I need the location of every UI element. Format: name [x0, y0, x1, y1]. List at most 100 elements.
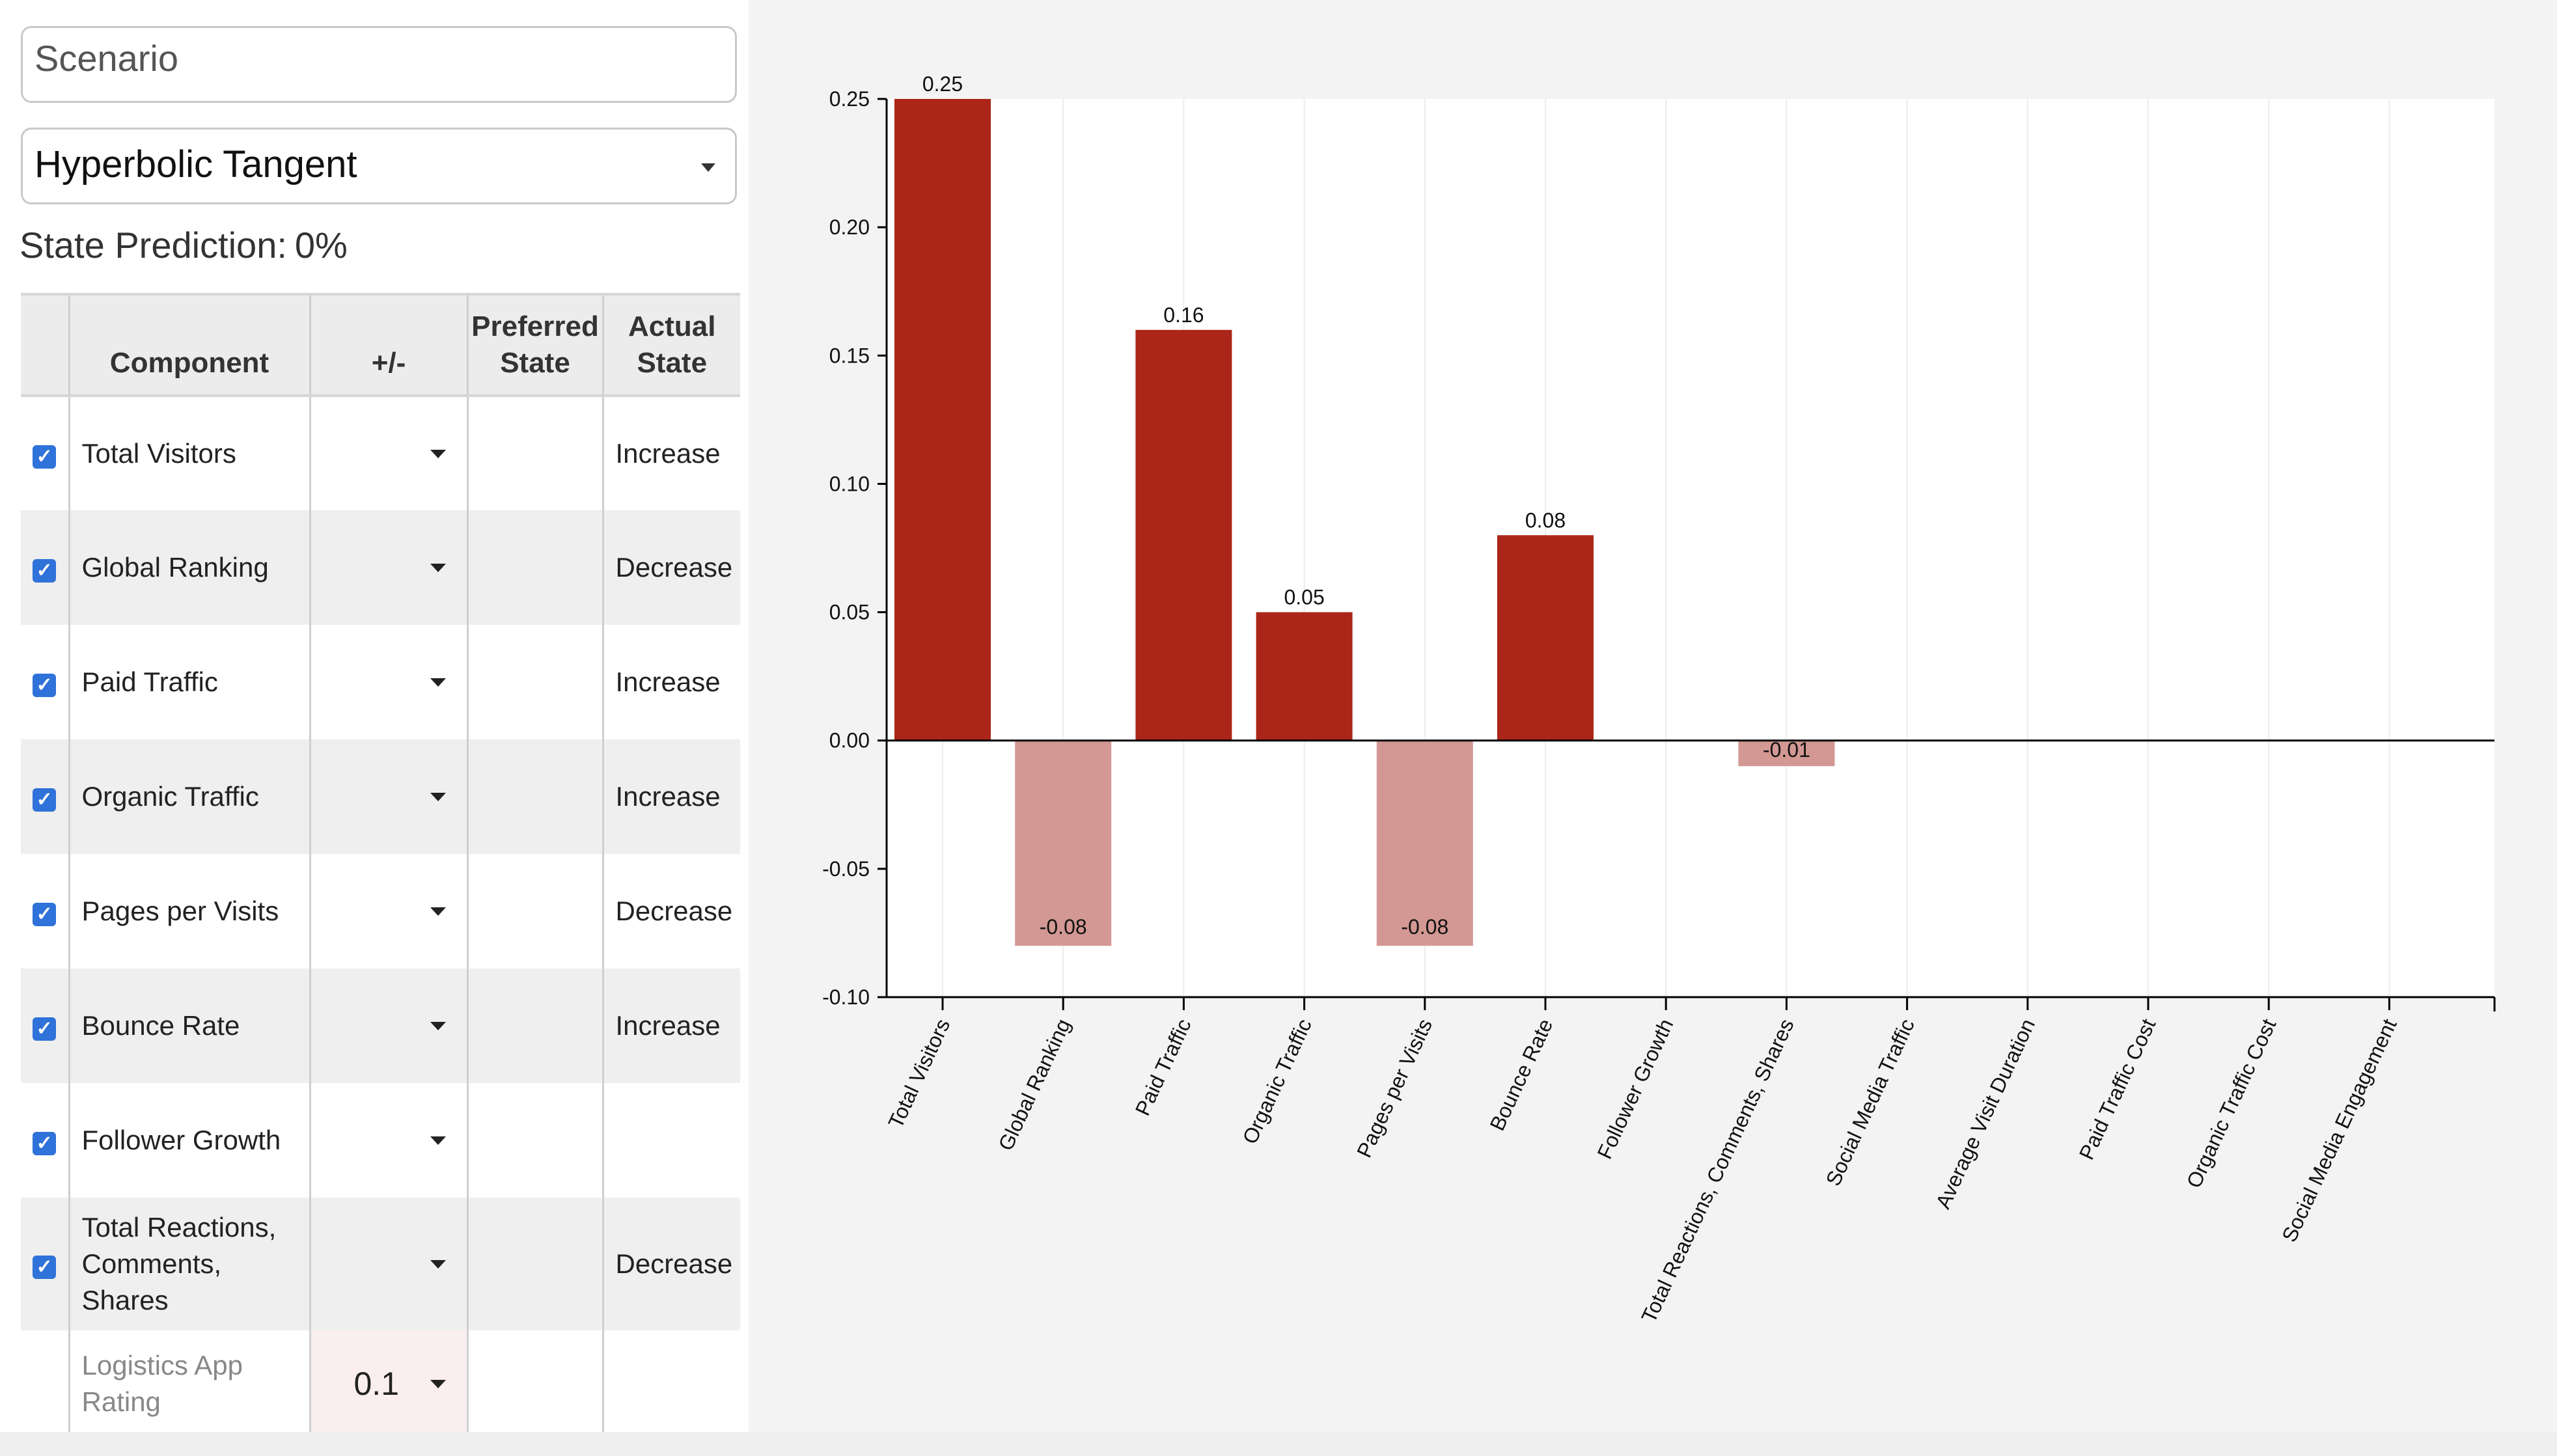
y-tick-label: -0.05: [822, 857, 870, 881]
actual-state: Increase: [601, 625, 740, 739]
bar: [1256, 612, 1353, 741]
preferred-state-cell: [466, 739, 603, 854]
y-tick-label: 0.20: [829, 215, 870, 239]
table-row: ✓ Follower Growth: [21, 1083, 740, 1198]
preferred-state-cell: [466, 625, 603, 739]
y-tick-label: 0.05: [829, 601, 870, 624]
plus-minus-dropdown[interactable]: [309, 1083, 467, 1198]
bar: [1738, 740, 1835, 767]
x-tick-label: Social Media Engagement: [2277, 1015, 2401, 1246]
actual-state: Increase: [601, 968, 740, 1083]
bottom-strip: [0, 1432, 2557, 1456]
preferred-state-cell: [466, 968, 603, 1083]
table-row: ✓ Total Visitors Increase: [21, 396, 740, 510]
y-tick-label: 0.15: [829, 344, 870, 367]
component-table: Component +/- Preferred State Actual Sta…: [21, 293, 740, 1440]
chevron-down-icon: [430, 678, 446, 687]
chevron-down-icon: [430, 1260, 446, 1269]
actual-state: [601, 1330, 740, 1440]
row-checkbox[interactable]: ✓: [33, 903, 57, 926]
component-name: Organic Traffic: [68, 739, 310, 854]
plus-minus-dropdown[interactable]: [309, 1198, 467, 1330]
scenario-input[interactable]: Scenario: [21, 26, 737, 103]
row-checkbox-cell: ✓: [21, 854, 69, 968]
bar-chart: 0.25 0.20 0.15 0.10 0.05 0.00 -0.05 -0.10 0.25 -0…: [822, 72, 2496, 1326]
bar-data-label: 0.08: [1525, 508, 1566, 532]
table-row: ✓ Paid Traffic Increase: [21, 625, 740, 739]
row-checkbox[interactable]: ✓: [33, 674, 57, 697]
state-prediction-value: 0%: [294, 225, 348, 266]
plus-minus-dropdown[interactable]: [309, 625, 467, 739]
chevron-down-icon: [430, 1380, 446, 1388]
bar: [1135, 329, 1232, 741]
row-checkbox[interactable]: ✓: [33, 559, 57, 583]
actual-state: Increase: [601, 396, 740, 510]
component-name: Global Ranking: [68, 510, 310, 625]
table-row: ✓ Bounce Rate Increase: [21, 968, 740, 1083]
plus-minus-dropdown[interactable]: [309, 510, 467, 625]
bar: [1376, 740, 1473, 946]
component-name: Logistics App Rating: [68, 1330, 310, 1440]
row-checkbox[interactable]: ✓: [33, 445, 57, 469]
x-tick-label: Global Ranking: [993, 1015, 1075, 1155]
component-name: Paid Traffic: [68, 625, 310, 739]
component-name: Total Visitors: [68, 396, 310, 510]
preferred-state-cell: [466, 1198, 603, 1330]
component-name: Total Reactions, Comments, Shares: [68, 1198, 310, 1330]
x-tick-label: Total Reactions, Comments, Shares: [1637, 1015, 1798, 1326]
plus-minus-dropdown[interactable]: [309, 854, 467, 968]
x-tick-label: Paid Traffic: [1131, 1015, 1196, 1119]
chevron-down-icon: [430, 1136, 446, 1145]
y-tick-label: -0.10: [822, 985, 870, 1009]
row-checkbox[interactable]: ✓: [33, 1256, 57, 1279]
state-prediction: State Prediction: 0%: [20, 224, 348, 266]
component-name: Bounce Rate: [68, 968, 310, 1083]
y-tick-label: 0.10: [829, 472, 870, 495]
preferred-state-cell: [466, 1330, 603, 1440]
table-row: ✓ Total Reactions, Comments, Shares Decrea…: [21, 1198, 740, 1330]
row-checkbox-cell: ✓: [21, 739, 69, 854]
plus-minus-dropdown[interactable]: [309, 968, 467, 1083]
x-tick-label: Organic Traffic: [1238, 1015, 1316, 1147]
bar-data-label: -0.08: [1401, 915, 1448, 939]
bar: [1015, 740, 1112, 946]
bar-data-label: 0.05: [1284, 586, 1324, 609]
table-header-row: Component +/- Preferred State Actual Sta…: [21, 293, 740, 397]
x-tick-label: Organic Traffic Cost: [2182, 1015, 2281, 1192]
chevron-down-icon: [430, 1022, 446, 1030]
bar: [1497, 535, 1594, 741]
value-dropdown[interactable]: 0.1: [309, 1330, 467, 1440]
x-tick-label: Social Media Traffic: [1821, 1015, 1919, 1190]
row-checkbox-cell: ✓: [21, 396, 69, 510]
x-tick-label: Paid Traffic Cost: [2075, 1015, 2161, 1164]
header-checkbox-col: [21, 293, 69, 397]
row-checkbox[interactable]: ✓: [33, 1017, 57, 1041]
preferred-state-cell: [466, 1083, 603, 1198]
bar: [894, 99, 991, 741]
preferred-state-cell: [466, 854, 603, 968]
y-tick-label: 0.00: [829, 729, 870, 752]
header-plus-minus: +/-: [309, 293, 467, 397]
row-checkbox[interactable]: ✓: [33, 1132, 57, 1155]
table-row: ✓ Pages per Visits Decrease: [21, 854, 740, 968]
row-checkbox-cell: ✓: [21, 968, 69, 1083]
y-tick-label: 0.25: [829, 87, 870, 111]
row-checkbox[interactable]: ✓: [33, 788, 57, 812]
row-checkbox-cell: ✓: [21, 510, 69, 625]
activation-function-select[interactable]: Hyperbolic Tangent: [21, 128, 737, 204]
preferred-state-cell: [466, 510, 603, 625]
plus-minus-dropdown[interactable]: [309, 396, 467, 510]
bar-data-label: 0.16: [1163, 303, 1204, 327]
plus-minus-dropdown[interactable]: [309, 739, 467, 854]
row-checkbox-cell: [21, 1330, 69, 1440]
x-tick-label: Follower Growth: [1592, 1015, 1678, 1162]
actual-state: Decrease: [601, 1198, 740, 1330]
bar-data-label: -0.08: [1040, 915, 1087, 939]
header-component: Component: [68, 293, 310, 397]
bar-data-label: 0.25: [922, 72, 963, 96]
chevron-down-icon: [430, 450, 446, 458]
row-checkbox-cell: ✓: [21, 625, 69, 739]
x-tick-label: Pages per Visits: [1352, 1015, 1437, 1161]
x-tick-label: Average Visit Duration: [1931, 1015, 2039, 1213]
actual-state: Decrease: [601, 854, 740, 968]
